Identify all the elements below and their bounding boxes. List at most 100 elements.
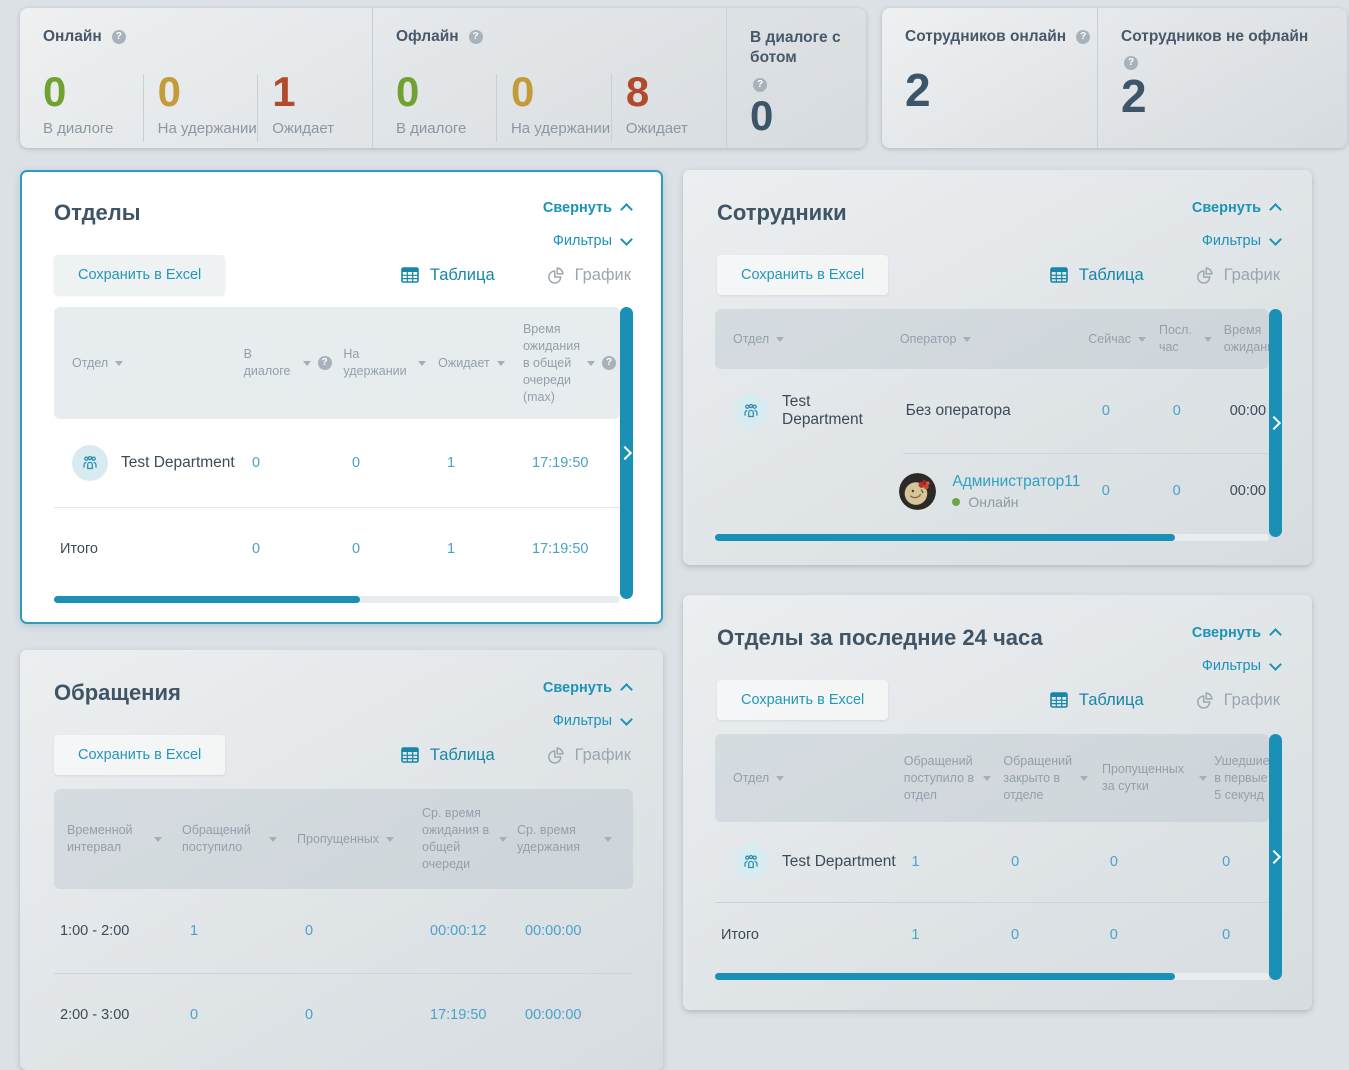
save-excel-button[interactable]: Сохранить в Excel xyxy=(717,255,889,295)
filters-link[interactable]: Фильтры xyxy=(1201,658,1282,674)
received-value-link[interactable]: 1 xyxy=(911,854,920,870)
help-icon[interactable] xyxy=(317,356,332,370)
col-header-department[interactable]: Отдел xyxy=(54,355,244,372)
chart-view-tab[interactable]: График xyxy=(547,266,631,285)
employees-table-header: Отдел Оператор Сейчас Посл. час Время ож… xyxy=(715,309,1269,369)
received-value-link[interactable]: 0 xyxy=(190,1007,199,1023)
closed-value-link[interactable]: 0 xyxy=(1011,854,1020,870)
missed-value-link[interactable]: 0 xyxy=(305,923,314,939)
horizontal-scrollbar-thumb[interactable] xyxy=(715,973,1175,980)
col-header-received[interactable]: Обращений поступило xyxy=(182,822,297,856)
departments-24h-table-header: Отдел Обращений поступило в отдел Обраще… xyxy=(715,734,1269,822)
col-header-department[interactable]: Отдел xyxy=(715,770,904,787)
sort-caret-icon xyxy=(963,336,972,342)
in-dialog-value-link[interactable]: 0 xyxy=(252,455,261,471)
collapse-label: Свернуть xyxy=(1191,625,1261,641)
col-header-waiting[interactable]: Ожидает xyxy=(438,355,523,372)
horizontal-scrollbar[interactable] xyxy=(715,534,1269,541)
col-header-operator[interactable]: Оператор xyxy=(900,331,1088,348)
collapse-label: Свернуть xyxy=(542,680,612,696)
chart-view-tab[interactable]: График xyxy=(547,746,631,765)
avg-wait-value-link[interactable]: 00:00:12 xyxy=(430,923,487,939)
col-header-closed[interactable]: Обращений закрыто в отделе xyxy=(1003,753,1102,804)
col-header-received[interactable]: Обращений поступило в отдел xyxy=(904,753,1004,804)
wait-time-value-link[interactable]: 17:19:50 xyxy=(532,455,589,471)
table-grid-icon xyxy=(1050,692,1068,708)
col-header-left-early[interactable]: Ушедшие в первые 5 секунд xyxy=(1214,753,1269,802)
horizontal-scrollbar-thumb[interactable] xyxy=(715,534,1175,541)
col-header-wait-time[interactable]: Время ожидания в общей очереди (max) xyxy=(523,321,620,406)
staff-not-offline-title: Сотрудников не офлайн xyxy=(1121,28,1309,45)
table-grid-icon xyxy=(401,267,419,283)
horizontal-scrollbar-thumb[interactable] xyxy=(54,596,360,603)
horizontal-scrollbar[interactable] xyxy=(715,973,1269,980)
collapse-link[interactable]: Свернуть xyxy=(542,680,633,696)
help-icon[interactable] xyxy=(1076,30,1091,44)
operator-name-link[interactable]: Администратор11 xyxy=(952,473,1081,490)
on-hold-value-link[interactable]: 0 xyxy=(352,455,361,471)
chart-tab-label: График xyxy=(1223,265,1280,284)
col-header-in-dialog[interactable]: В диалоге xyxy=(244,346,344,380)
col-header-missed[interactable]: Пропущенных за сутки xyxy=(1102,761,1214,795)
vertical-scrollbar[interactable] xyxy=(1266,309,1282,537)
filters-label: Фильтры xyxy=(1201,658,1261,674)
table-view-tab[interactable]: Таблица xyxy=(401,266,495,285)
departments-24h-panel: Отделы за последние 24 часа Свернуть Фил… xyxy=(683,595,1312,1010)
chevron-right-icon xyxy=(1266,415,1282,431)
chevron-up-icon xyxy=(1269,628,1282,641)
col-header-now[interactable]: Сейчас xyxy=(1088,331,1159,348)
waiting-value-link[interactable]: 1 xyxy=(447,455,456,471)
collapse-link[interactable]: Свернуть xyxy=(1192,200,1282,216)
col-header-avg-wait[interactable]: Ср. время ожидания в общей очереди xyxy=(422,805,517,873)
table-row: Test Department Без оператора 0 0 00:00 xyxy=(715,369,1269,453)
chart-view-tab[interactable]: График xyxy=(1196,691,1280,710)
col-header-avg-hold[interactable]: Ср. время удержания xyxy=(517,822,633,856)
table-view-tab[interactable]: Таблица xyxy=(1050,266,1144,285)
operator-status: Онлайн xyxy=(952,494,1080,510)
last-hour-value-link[interactable]: 0 xyxy=(1172,483,1181,499)
sort-caret-icon xyxy=(269,836,277,842)
help-icon[interactable] xyxy=(468,30,483,44)
last-hour-value-link[interactable]: 0 xyxy=(1172,403,1181,419)
col-header-missed[interactable]: Пропущенных xyxy=(297,831,422,848)
save-excel-button[interactable]: Сохранить в Excel xyxy=(717,680,889,720)
total-waiting: 1 xyxy=(447,541,456,557)
filters-link[interactable]: Фильтры xyxy=(553,233,633,249)
collapse-link[interactable]: Свернуть xyxy=(1191,625,1282,641)
avg-hold-value-link[interactable]: 00:00:00 xyxy=(525,1007,582,1023)
collapse-link[interactable]: Свернуть xyxy=(543,200,633,216)
missed-value-link[interactable]: 0 xyxy=(305,1007,314,1023)
col-header-wait-time[interactable]: Время ожидания xyxy=(1223,323,1269,354)
filters-link[interactable]: Фильтры xyxy=(552,713,633,729)
chart-view-tab[interactable]: График xyxy=(1196,266,1280,285)
now-value-link[interactable]: 0 xyxy=(1101,403,1110,419)
help-icon[interactable] xyxy=(111,30,126,44)
col-header-department[interactable]: Отдел xyxy=(715,331,900,348)
sort-caret-icon xyxy=(496,360,505,366)
avg-wait-value-link[interactable]: 17:19:50 xyxy=(430,1007,487,1023)
interval-value: 2:00 - 3:00 xyxy=(60,1007,130,1023)
interval-value: 1:00 - 2:00 xyxy=(60,923,130,939)
vertical-scrollbar[interactable] xyxy=(617,307,633,599)
missed-value-link[interactable]: 0 xyxy=(1109,854,1118,870)
col-header-interval[interactable]: Временной интервал xyxy=(54,822,182,856)
save-excel-button[interactable]: Сохранить в Excel xyxy=(54,735,226,775)
avg-hold-value-link[interactable]: 00:00:00 xyxy=(525,923,582,939)
now-value-link[interactable]: 0 xyxy=(1101,483,1110,499)
filters-label: Фильтры xyxy=(552,713,612,729)
vertical-scrollbar[interactable] xyxy=(1266,734,1282,980)
chevron-down-icon xyxy=(1269,658,1282,671)
filters-link[interactable]: Фильтры xyxy=(1202,233,1282,249)
left-early-value-link[interactable]: 0 xyxy=(1222,854,1231,870)
col-header-last-hour[interactable]: Посл. час xyxy=(1159,322,1224,356)
help-icon[interactable] xyxy=(753,78,767,92)
sort-caret-icon xyxy=(1080,775,1089,781)
table-view-tab[interactable]: Таблица xyxy=(401,746,495,765)
received-value-link[interactable]: 1 xyxy=(190,923,199,939)
help-icon[interactable] xyxy=(1124,56,1138,70)
horizontal-scrollbar[interactable] xyxy=(54,596,620,603)
save-excel-button[interactable]: Сохранить в Excel xyxy=(54,255,226,295)
col-header-on-hold[interactable]: На удержании xyxy=(343,346,438,380)
help-icon[interactable] xyxy=(602,356,616,370)
table-view-tab[interactable]: Таблица xyxy=(1050,691,1144,710)
